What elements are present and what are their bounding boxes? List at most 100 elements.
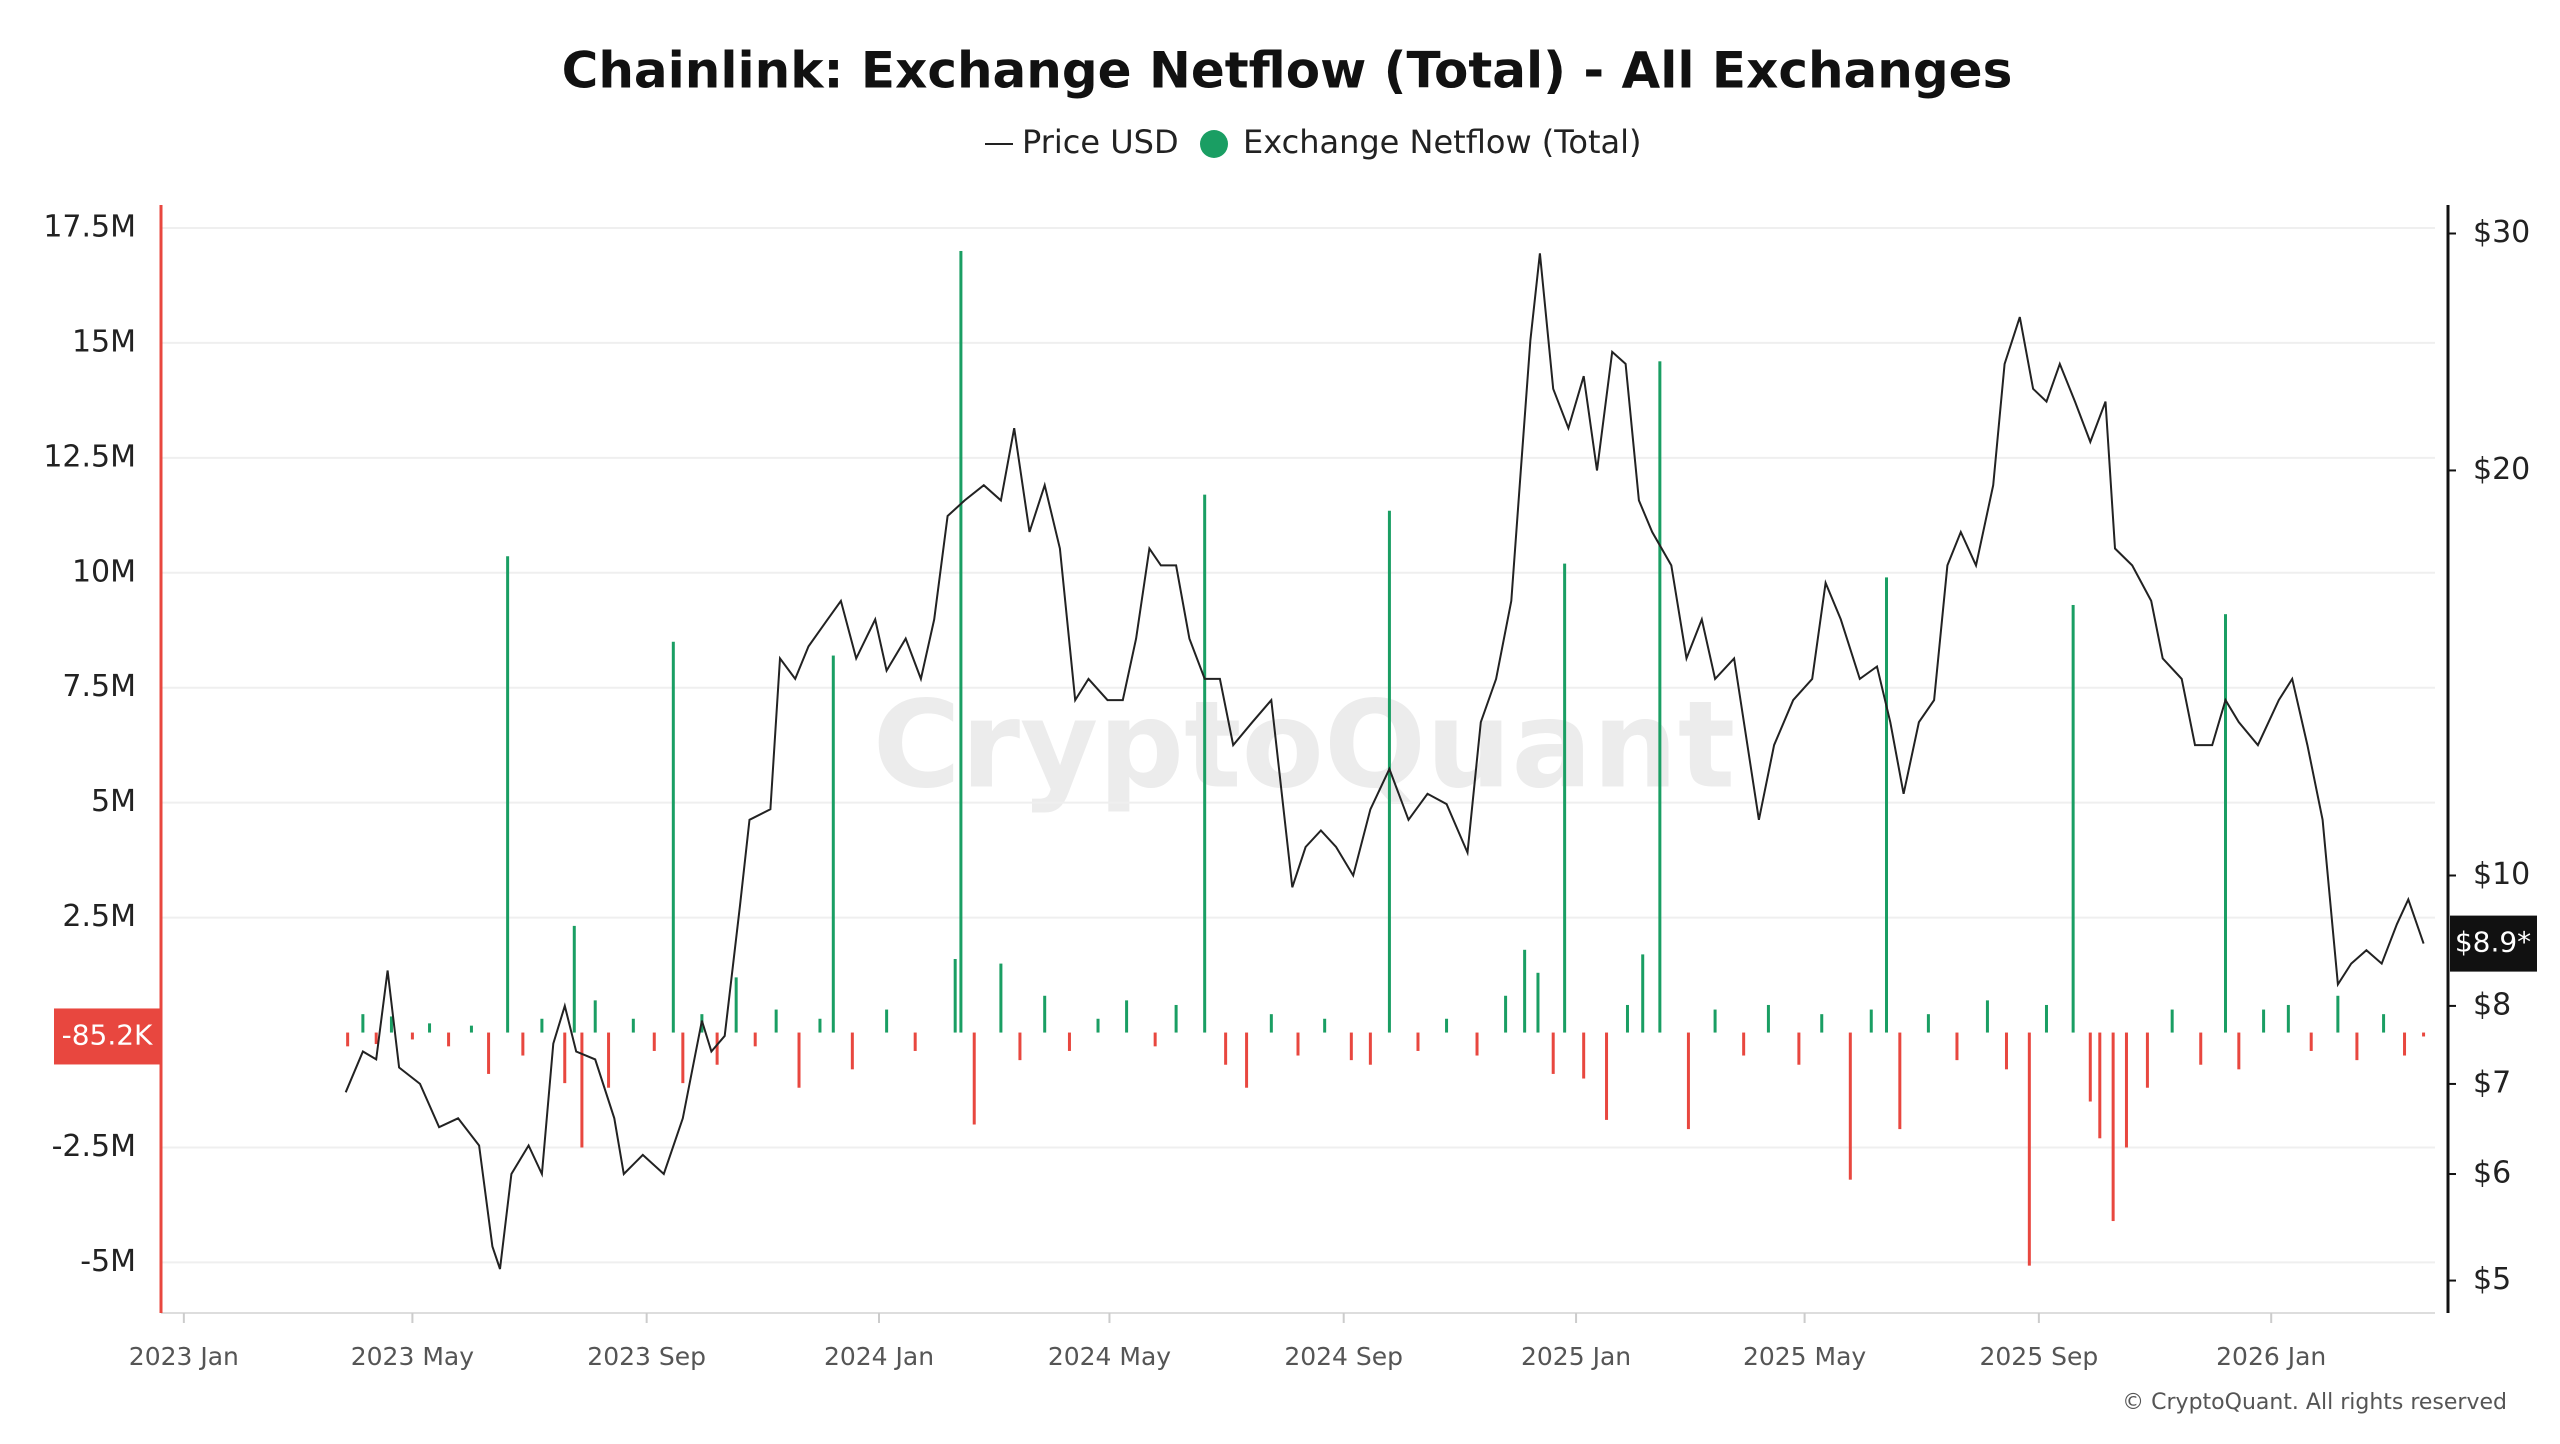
y-tick-label: 5M bbox=[91, 784, 136, 819]
netflow-bar bbox=[1174, 1004, 1178, 1033]
y2-tick-label: $10 bbox=[2473, 857, 2530, 892]
netflow-bar bbox=[1686, 1032, 1690, 1130]
netflow-bar bbox=[607, 1032, 611, 1088]
netflow-bar bbox=[2336, 995, 2340, 1033]
netflow-bar bbox=[389, 1016, 393, 1033]
y-tick-label: 10M bbox=[72, 554, 136, 589]
netflow-bar bbox=[1742, 1032, 1746, 1056]
netflow-bar bbox=[2262, 1009, 2266, 1033]
x-tick-label: 2024 May bbox=[1048, 1342, 1171, 1371]
netflow-bar bbox=[563, 1032, 567, 1084]
netflow-bar bbox=[1368, 1032, 1372, 1065]
chart-title: Chainlink: Exchange Netflow (Total) - Al… bbox=[562, 42, 2013, 100]
netflow-bar bbox=[2237, 1032, 2241, 1070]
netflow-bar bbox=[469, 1025, 473, 1033]
last-price-label: $8.9* bbox=[2455, 926, 2531, 959]
y2-tick-label: $8 bbox=[2473, 987, 2511, 1022]
legend-label: Exchange Netflow (Total) bbox=[1243, 123, 1641, 161]
netflow-bar bbox=[631, 1018, 635, 1033]
netflow-bar bbox=[2111, 1032, 2115, 1222]
netflow-bar bbox=[2088, 1032, 2092, 1102]
netflow-bar bbox=[2071, 604, 2075, 1033]
last-netflow-badge bbox=[54, 1008, 161, 1065]
netflow-bar bbox=[753, 1032, 757, 1047]
netflow-bar bbox=[2309, 1032, 2313, 1051]
netflow-bar bbox=[521, 1032, 525, 1056]
netflow-bar bbox=[1563, 563, 1567, 1033]
netflow-bar bbox=[1625, 1004, 1629, 1033]
netflow-bar bbox=[580, 1032, 584, 1148]
netflow-bar bbox=[652, 1032, 656, 1051]
last-netflow-label: -85.2K bbox=[62, 1018, 153, 1051]
netflow-bar bbox=[1296, 1032, 1300, 1056]
netflow-bar bbox=[2199, 1032, 2203, 1065]
netflow-bar bbox=[1096, 1018, 1100, 1033]
netflow-bar bbox=[885, 1009, 889, 1033]
legend-label: Price USD bbox=[1022, 123, 1179, 161]
last-price-badge bbox=[2450, 915, 2537, 972]
netflow-bar bbox=[959, 250, 963, 1033]
footer: © CryptoQuant. All rights reserved bbox=[2122, 1390, 2507, 1415]
netflow-bar bbox=[361, 1014, 365, 1033]
netflow-bar bbox=[2422, 1032, 2426, 1037]
netflow-bar bbox=[1504, 995, 1508, 1033]
netflow-bar bbox=[1985, 1000, 1989, 1033]
legend-marker bbox=[1200, 130, 1228, 158]
netflow-bar bbox=[1926, 1014, 1930, 1033]
x-tick-label: 2024 Sep bbox=[1284, 1342, 1403, 1371]
netflow-bar bbox=[953, 958, 957, 1033]
x-tick-label: 2026 Jan bbox=[2216, 1342, 2326, 1371]
netflow-bar bbox=[1043, 995, 1047, 1033]
y-tick-label: 12.5M bbox=[43, 439, 136, 474]
x-tick-label: 2023 May bbox=[351, 1342, 474, 1371]
netflow-bar bbox=[487, 1032, 491, 1074]
y-tick-label: 15M bbox=[72, 324, 136, 359]
netflow-bar bbox=[1203, 494, 1207, 1033]
netflow-bar bbox=[2145, 1032, 2149, 1088]
netflow-bar bbox=[1551, 1032, 1555, 1074]
netflow-bar bbox=[572, 925, 576, 1033]
netflow-bar bbox=[1713, 1009, 1717, 1033]
netflow-bar bbox=[2403, 1032, 2407, 1056]
netflow-bar bbox=[1658, 361, 1662, 1033]
x-tick-label: 2024 Jan bbox=[824, 1342, 934, 1371]
netflow-bar bbox=[2098, 1032, 2102, 1139]
y2-tick-label: $6 bbox=[2473, 1156, 2511, 1191]
netflow-bar bbox=[671, 641, 675, 1033]
netflow-bar bbox=[447, 1032, 451, 1047]
netflow-bar bbox=[2355, 1032, 2359, 1061]
netflow-bar bbox=[1536, 972, 1540, 1033]
y-tick-label: 2.5M bbox=[62, 899, 136, 934]
netflow-bar bbox=[540, 1018, 544, 1033]
y2-tick-label: $5 bbox=[2473, 1262, 2511, 1297]
netflow-bar bbox=[1323, 1018, 1327, 1033]
netflow-bar bbox=[1820, 1014, 1824, 1033]
y2-tick-label: $20 bbox=[2473, 452, 2530, 487]
y-tick-label: -2.5M bbox=[52, 1129, 136, 1164]
y-tick-label: 7.5M bbox=[62, 669, 136, 704]
netflow-bar bbox=[2004, 1032, 2008, 1070]
netflow-bar bbox=[506, 556, 510, 1033]
netflow-bar bbox=[374, 1032, 378, 1045]
netflow-bar bbox=[593, 1000, 597, 1033]
netflow-bar bbox=[346, 1032, 350, 1047]
netflow-bar bbox=[1125, 1000, 1129, 1033]
netflow-bar bbox=[1349, 1032, 1353, 1061]
netflow-bar bbox=[2286, 1004, 2290, 1033]
netflow-bar bbox=[428, 1023, 432, 1033]
netflow-bar bbox=[1523, 949, 1527, 1033]
netflow-bar bbox=[1245, 1032, 1249, 1088]
netflow-bar bbox=[818, 1018, 822, 1033]
netflow-bar bbox=[1898, 1032, 1902, 1130]
x-tick-label: 2023 Jan bbox=[129, 1342, 239, 1371]
x-tick-label: 2025 Jan bbox=[1521, 1342, 1631, 1371]
netflow-bar bbox=[999, 963, 1003, 1033]
x-tick-label: 2025 May bbox=[1743, 1342, 1866, 1371]
netflow-bar bbox=[831, 655, 835, 1033]
y-tick-label: -5M bbox=[80, 1244, 136, 1279]
netflow-bar bbox=[1605, 1032, 1609, 1120]
netflow-bar bbox=[1224, 1032, 1228, 1065]
netflow-bar bbox=[1884, 577, 1888, 1033]
